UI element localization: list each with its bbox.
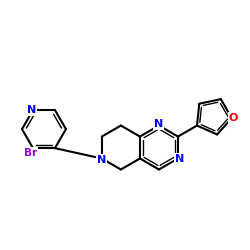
- Text: N: N: [154, 119, 164, 129]
- Text: O: O: [228, 113, 238, 123]
- Text: N: N: [27, 105, 36, 115]
- Text: N: N: [175, 154, 184, 164]
- Text: Br: Br: [24, 148, 37, 158]
- Text: N: N: [97, 154, 106, 164]
